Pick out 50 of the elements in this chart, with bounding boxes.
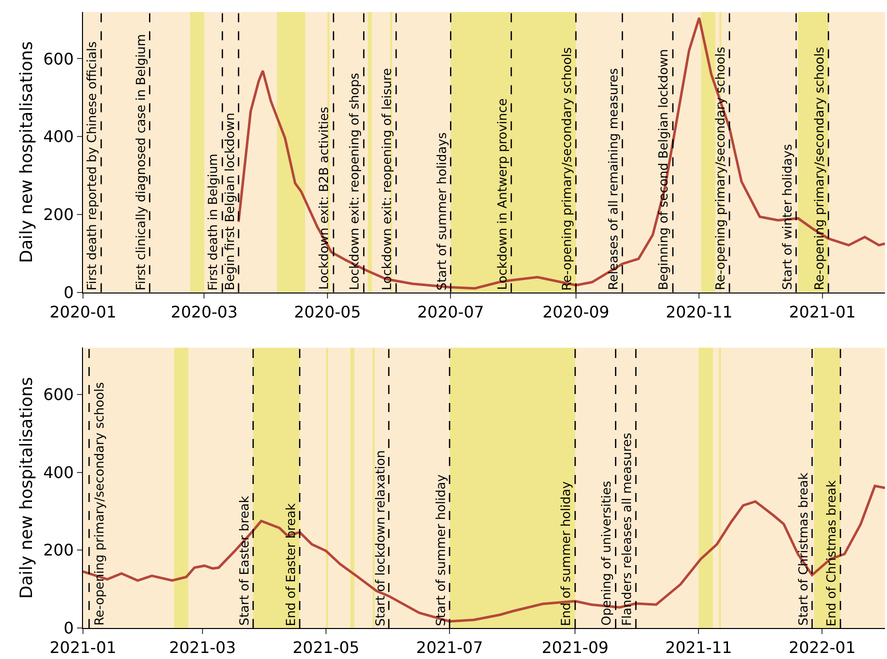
ref-line-label: Releases of all remaining measures xyxy=(606,68,621,290)
ref-line-label: Start of lockdown relaxation xyxy=(372,450,388,626)
ref-line-label: Lockdown exit: reopening of shops xyxy=(346,72,362,290)
x-tick-label: 2020-01 xyxy=(50,302,116,322)
x-tick-label: 2020-11 xyxy=(666,302,733,322)
x-tick-label: 2020-05 xyxy=(294,302,361,322)
ref-line-label: First clinically diagnosed case in Belgium xyxy=(132,34,148,290)
ref-line-label: End of Easter break xyxy=(283,502,298,626)
y-tick-label: 600 xyxy=(43,385,74,404)
ref-line-label: Re-opening primary/secondary schools xyxy=(92,382,107,626)
ref-line-label: End of summer holiday xyxy=(558,480,574,626)
x-tick-label: 2021-03 xyxy=(169,638,236,658)
ref-line-label: Lockdown in Antwerp province xyxy=(494,98,510,290)
line-series xyxy=(237,16,885,290)
ref-line-label: Start of Christmas break xyxy=(796,472,811,626)
ref-line-label: Start of summer holidays xyxy=(434,132,449,290)
x-tick-label: 2021-05 xyxy=(292,638,360,658)
y-tick-label: 0 xyxy=(64,618,74,638)
ref-line-label: Start of winter holidays xyxy=(779,144,794,290)
x-tick-label: 2021-01 xyxy=(50,638,116,658)
ref-line-label: Beginning of second Belgian lockdown xyxy=(656,49,671,290)
ref-line-label: Re-opening primary/secondary schools xyxy=(812,46,827,290)
y-tick-label: 200 xyxy=(43,205,74,224)
ref-line-label: First death in Belgium xyxy=(205,154,220,291)
ref-line-label: Start of Easter break xyxy=(236,495,252,626)
x-tick-label: 2020-03 xyxy=(170,302,238,322)
y-tick-label: 200 xyxy=(43,540,74,560)
x-tick-label: 2021-11 xyxy=(665,638,732,658)
ref-line-label: Re-opening primary/secondary schools xyxy=(712,46,728,290)
x-tick-label: 2021-07 xyxy=(416,638,483,658)
ref-line-label: End of Christmas break xyxy=(823,480,838,626)
x-tick-label: 2020-09 xyxy=(542,302,610,322)
x-tick-label: 2020-07 xyxy=(417,302,484,322)
ref-line-label: Re-opening primary/secondary schools xyxy=(559,47,574,291)
y-axis-title: Daily new hospitalisations xyxy=(16,41,37,264)
y-tick-label: 400 xyxy=(43,462,74,482)
y-tick-label: 400 xyxy=(43,127,74,146)
y-tick-label: 600 xyxy=(43,49,74,68)
y-axis-title: Daily new hospitalisations xyxy=(16,376,37,599)
ref-line-label: Opening of universities xyxy=(598,480,614,626)
ref-line-label: First death reported by Chinese officials xyxy=(84,41,99,290)
ref-line-label: Lockdown exit: B2B activities xyxy=(316,106,332,290)
x-tick-label: 2021-09 xyxy=(542,638,609,658)
ref-line-label: Flanders releases all measures xyxy=(618,432,634,626)
ref-line-label: Start of summer holiday xyxy=(433,474,448,626)
y-tick-label: 0 xyxy=(64,282,74,302)
x-tick-label: 2022-01 xyxy=(788,638,856,658)
x-tick-label: 2021-01 xyxy=(788,302,856,322)
ref-line-label: Lockdown exit: reopening of leisure xyxy=(378,68,394,290)
ref-line-label: Begin first Belgian lockdown xyxy=(222,112,237,290)
